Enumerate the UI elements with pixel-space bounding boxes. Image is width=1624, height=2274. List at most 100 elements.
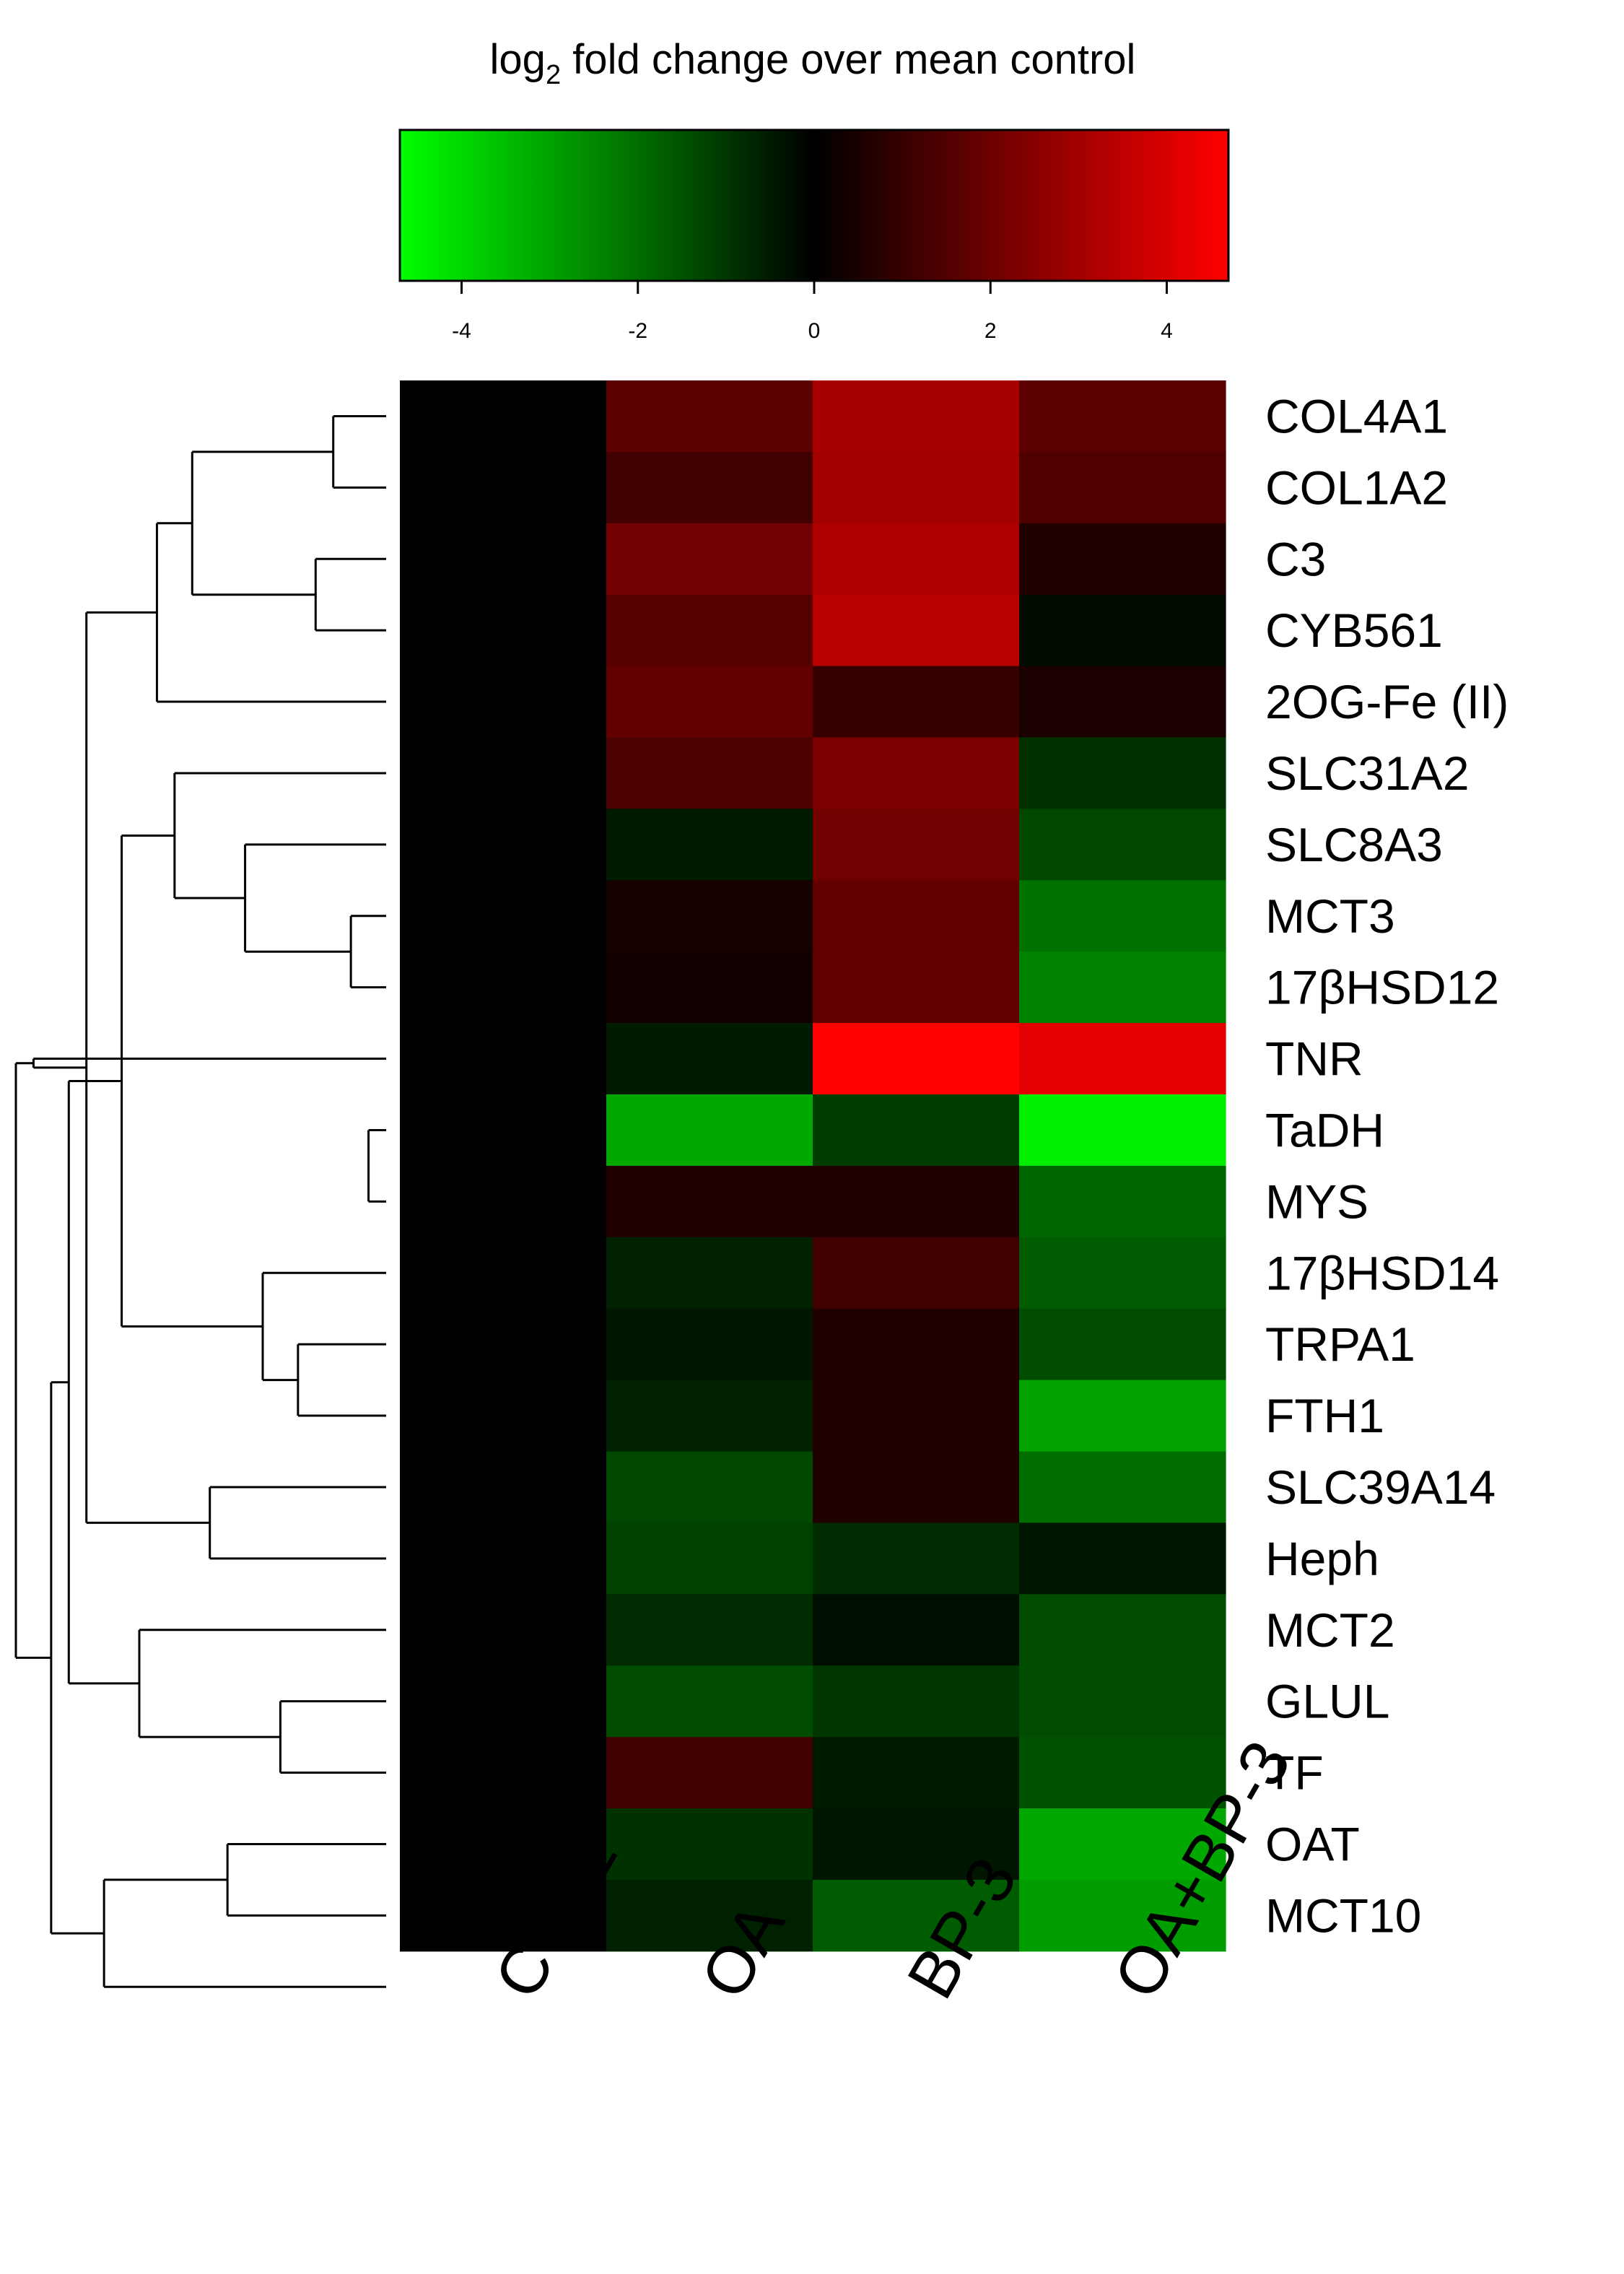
heatmap-cell	[400, 380, 607, 453]
heatmap-cell	[1019, 1451, 1226, 1523]
heatmap-cell	[606, 1237, 813, 1310]
row-labels: COL4A1 COL1A2 C3 CYB561 2OG-Fe (II) SLC31A2 SL…	[1265, 389, 1509, 1942]
row-label: TaDH	[1265, 1103, 1384, 1156]
heatmap-cell	[400, 737, 607, 809]
heatmap-cell	[1019, 880, 1226, 952]
heatmap-cell	[1019, 1237, 1226, 1310]
row-label: TNR	[1265, 1032, 1363, 1086]
heatmap-cell	[606, 1165, 813, 1238]
heatmap-cell	[813, 1665, 1020, 1738]
heatmap-cell	[606, 451, 813, 524]
heatmap-cell	[813, 737, 1020, 809]
heatmap-cell	[813, 1879, 1020, 1952]
heatmap-cell	[606, 523, 813, 596]
heatmap-cell	[400, 1665, 607, 1738]
heatmap-cell	[400, 451, 607, 524]
row-label: CYB561	[1265, 604, 1443, 657]
heatmap-cell	[400, 1094, 607, 1167]
row-label: TRPA1	[1265, 1317, 1415, 1371]
heatmap-cell	[606, 1451, 813, 1523]
heatmap-cell	[400, 1808, 607, 1881]
row-label: COL1A2	[1265, 461, 1448, 514]
heatmap-cell	[1019, 1737, 1226, 1809]
heatmap-cell	[813, 1023, 1020, 1095]
heatmap-cell	[813, 666, 1020, 739]
row-label: OAT	[1265, 1817, 1360, 1870]
heatmap-cell	[1019, 451, 1226, 524]
row-label: TF	[1265, 1746, 1324, 1800]
heatmap-cell	[813, 951, 1020, 1024]
heatmap-cell	[813, 380, 1020, 453]
row-label: 17βHSD12	[1265, 961, 1499, 1014]
heatmap-cell	[606, 1665, 813, 1738]
heatmap-cell	[606, 809, 813, 881]
heatmap-cell	[606, 880, 813, 952]
heatmap-cell	[606, 1308, 813, 1381]
color-key: log2 fold change over mean control -4 -2 0…	[398, 36, 1230, 343]
heatmap-cells	[400, 380, 1226, 1952]
color-key-tick-label: 2	[985, 319, 997, 343]
heatmap-cell	[813, 1737, 1020, 1809]
heatmap-cell	[813, 1522, 1020, 1595]
heatmap-cell	[1019, 1522, 1226, 1595]
heatmap-cell	[1019, 523, 1226, 596]
heatmap-cell	[606, 1023, 813, 1095]
heatmap-cell	[400, 1237, 607, 1310]
heatmap-cell	[400, 666, 607, 739]
heatmap-cell	[1019, 1665, 1226, 1738]
heatmap-cell	[1019, 380, 1226, 453]
heatmap-cell	[400, 809, 607, 881]
color-key-tick-label: 4	[1161, 319, 1173, 343]
row-label: SLC8A3	[1265, 818, 1443, 871]
heatmap-cell	[1019, 1165, 1226, 1238]
heatmap-cell	[606, 1380, 813, 1452]
heatmap-cell	[1019, 594, 1226, 667]
color-key-gradient	[398, 128, 1230, 282]
heatmap-cell	[606, 1594, 813, 1666]
heatmap-cell	[813, 1165, 1020, 1238]
heatmap-cell	[1019, 1808, 1226, 1881]
heatmap-cell	[813, 1594, 1020, 1666]
heatmap-cell	[606, 380, 813, 453]
heatmap-cell	[813, 451, 1020, 524]
heatmap-cell	[400, 1879, 607, 1952]
row-label: SLC31A2	[1265, 746, 1470, 800]
heatmap-cell	[813, 1094, 1020, 1167]
heatmap-cell	[1019, 1308, 1226, 1381]
heatmap-cell	[813, 1237, 1020, 1310]
heatmap-cell	[400, 1308, 607, 1381]
heatmap-cell	[813, 523, 1020, 596]
heatmap-cell	[813, 594, 1020, 667]
heatmap-cell	[606, 737, 813, 809]
color-key-tick-label: -2	[628, 319, 647, 343]
heatmap-cell	[400, 594, 607, 667]
heatmap-cell	[606, 951, 813, 1024]
row-label: SLC39A14	[1265, 1460, 1496, 1514]
heatmap-cell	[1019, 951, 1226, 1024]
row-label: FTH1	[1265, 1389, 1384, 1442]
heatmap-cell	[1019, 737, 1226, 809]
color-key-tick-label: -4	[452, 319, 471, 343]
row-label: GLUL	[1265, 1675, 1389, 1728]
heatmap-cell	[1019, 809, 1226, 881]
heatmap-cell	[1019, 666, 1226, 739]
color-key-title-log: log	[490, 36, 546, 83]
heatmap-cell	[813, 809, 1020, 881]
heatmap-cell	[606, 666, 813, 739]
heatmap-cell	[813, 1808, 1020, 1881]
heatmap-cell	[400, 1522, 607, 1595]
heatmap-cell	[400, 880, 607, 952]
heatmap-cell	[606, 1522, 813, 1595]
row-label: MCT3	[1265, 889, 1395, 943]
heatmap-cell	[813, 1451, 1020, 1523]
heatmap-cell	[606, 1094, 813, 1167]
heatmap-cell	[1019, 1023, 1226, 1095]
heatmap-cell	[606, 594, 813, 667]
row-dendrogram	[14, 414, 386, 1988]
color-key-title-rest: fold change over mean control	[561, 36, 1135, 83]
row-label: 2OG-Fe (II)	[1265, 675, 1509, 728]
heatmap-cell	[1019, 1380, 1226, 1452]
heatmap-cell	[813, 1308, 1020, 1381]
heatmap-cell	[1019, 1094, 1226, 1167]
